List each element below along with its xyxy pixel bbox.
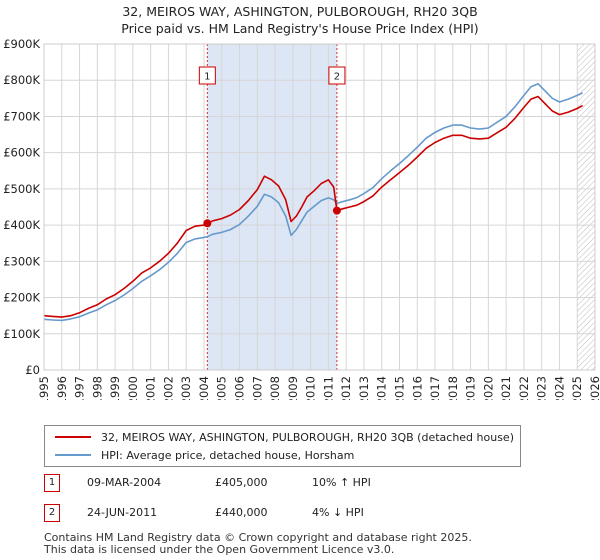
- x-tick-label: 2011: [321, 376, 335, 400]
- chart-title-line2: Price paid vs. HM Land Registry's House …: [121, 21, 479, 36]
- sale-marker-box: [198, 66, 216, 85]
- legend-swatch-hpi: [55, 454, 91, 456]
- x-tick-label: 2009: [286, 376, 300, 400]
- y-tick-label: £0: [25, 363, 40, 377]
- y-tick-label: £300K: [3, 254, 40, 268]
- y-tick-label: £100K: [3, 327, 40, 341]
- y-tick-label: £600K: [3, 146, 40, 160]
- sale-price: £440,000: [215, 506, 268, 519]
- plot-border: [43, 43, 596, 371]
- x-tick-label: 2021: [499, 376, 513, 400]
- legend-item-hpi: HPI: Average price, detached house, Hors…: [55, 446, 354, 464]
- x-tick-label: 2016: [410, 376, 424, 400]
- sale-hpi-diff: 4% ↓ HPI: [312, 506, 364, 519]
- x-tick-label: 2025: [570, 376, 584, 400]
- y-tick-label: £800K: [3, 73, 40, 87]
- x-tick-label: 2022: [517, 376, 531, 400]
- x-tick-label: 2018: [446, 376, 460, 400]
- x-tick-label: 1998: [90, 376, 104, 400]
- series-line-property: [43, 95, 583, 318]
- y-tick-label: £200K: [3, 291, 40, 305]
- sale-marker-badge: 1: [44, 474, 60, 492]
- legend-label-hpi: HPI: Average price, detached house, Hors…: [101, 448, 355, 462]
- price-chart: £0 £100K £200K £300K £400K £500K £600K £700K £80…: [3, 37, 600, 400]
- x-tick-label: 1996: [55, 376, 69, 400]
- x-tick-label: 2002: [161, 376, 175, 400]
- y-tick-label: £700K: [3, 109, 40, 123]
- series-line-hpi: [43, 83, 583, 322]
- footer-copyright: Contains HM Land Registry data © Crown c…: [44, 531, 472, 544]
- x-tick-label: 2014: [375, 376, 389, 400]
- x-tick-label: 1997: [73, 376, 87, 400]
- x-tick-label: 2006: [233, 376, 247, 400]
- legend-item-property: 32, MEIROS WAY, ASHINGTON, PULBOROUGH, R…: [55, 428, 514, 446]
- sale-point: [203, 219, 212, 228]
- x-tick-label: 2000: [126, 376, 140, 400]
- sale-marker-label: 2: [334, 72, 340, 83]
- x-tick-label: 2007: [250, 376, 264, 400]
- x-tick-label: 1995: [37, 376, 51, 400]
- sale-point: [332, 206, 341, 215]
- x-tick-label: 1999: [108, 376, 122, 400]
- chart-legend: 32, MEIROS WAY, ASHINGTON, PULBOROUGH, R…: [44, 425, 521, 467]
- sale-price: £405,000: [215, 476, 268, 489]
- x-tick-label: 2019: [464, 376, 478, 400]
- sale-date: 09-MAR-2004: [87, 476, 162, 489]
- sale-marker-box: [328, 66, 346, 85]
- x-tick-label: 2013: [357, 376, 371, 400]
- y-tick-label: £400K: [3, 218, 40, 232]
- x-tick-label: 2003: [179, 376, 193, 400]
- sale-hpi-diff: 10% ↑ HPI: [312, 476, 371, 489]
- y-tick-label: £500K: [3, 182, 40, 196]
- chart-title-line1: 32, MEIROS WAY, ASHINGTON, PULBOROUGH, R…: [122, 4, 478, 19]
- footer-licence: This data is licensed under the Open Gov…: [44, 543, 395, 556]
- y-tick-label: £900K: [3, 37, 40, 51]
- x-tick-label: 2012: [339, 376, 353, 400]
- x-tick-label: 2010: [304, 376, 318, 400]
- forecast-hatch: [577, 44, 595, 370]
- x-tick-label: 2001: [144, 376, 158, 400]
- x-tick-label: 2008: [268, 376, 282, 400]
- x-tick-label: 2004: [197, 376, 211, 400]
- legend-label-property: 32, MEIROS WAY, ASHINGTON, PULBOROUGH, R…: [101, 430, 514, 444]
- sale-date: 24-JUN-2011: [87, 506, 158, 519]
- sale-marker-badge: 2: [44, 504, 60, 522]
- x-tick-label: 2024: [552, 376, 566, 400]
- sale-marker-label: 1: [204, 72, 210, 83]
- x-tick-label: 2017: [428, 376, 442, 400]
- x-tick-label: 2005: [215, 376, 229, 400]
- sale-period-band: [207, 44, 337, 370]
- x-tick-label: 2026: [588, 376, 600, 400]
- x-tick-label: 2023: [535, 376, 549, 400]
- x-tick-label: 2015: [392, 376, 406, 400]
- legend-swatch-property: [55, 436, 91, 438]
- x-tick-label: 2020: [481, 376, 495, 400]
